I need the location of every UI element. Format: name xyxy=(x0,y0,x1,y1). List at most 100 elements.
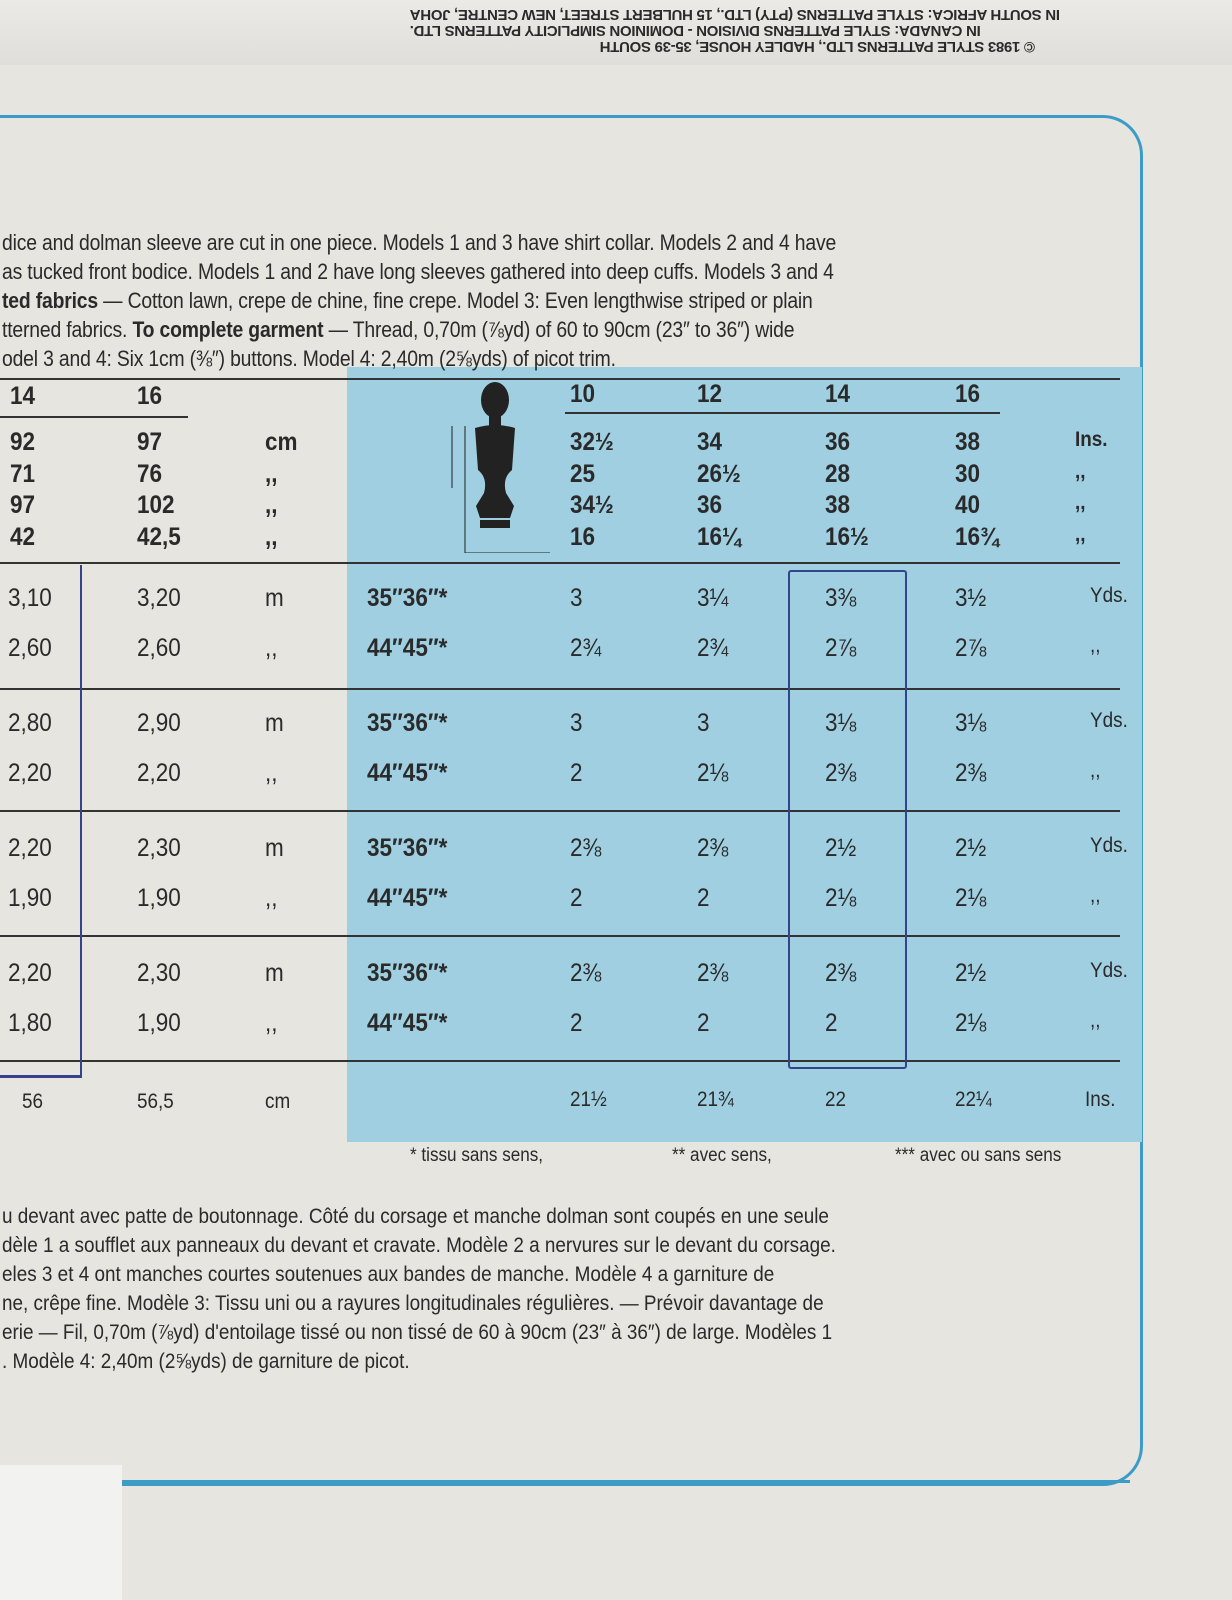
yardage-cell: 2⅛ xyxy=(955,1009,987,1037)
size-header: 16 xyxy=(137,382,163,410)
yardage-cell: 2⅜ xyxy=(570,834,602,862)
measurement-cell: 38 xyxy=(825,491,851,519)
yardage-cell: 2,90 xyxy=(137,709,181,737)
yardage-cell: 2 xyxy=(570,884,583,912)
imperial-panel xyxy=(347,367,1142,1142)
yardage-cell: 2¾ xyxy=(697,634,729,662)
yardage-cell: 2⅜ xyxy=(825,759,857,787)
yardage-cell: 3 xyxy=(697,709,710,737)
size-header: 14 xyxy=(825,380,851,408)
yardage-cell: 35″36″* xyxy=(367,709,448,737)
description-line: u devant avec patte de boutonnage. Côté … xyxy=(2,1205,829,1228)
measurement-cell: 36 xyxy=(825,428,851,456)
yardage-cell: 2⅛ xyxy=(955,884,987,912)
footnote: *** avec ou sans sens xyxy=(895,1145,1062,1166)
size-underline xyxy=(0,416,188,418)
measurement-cell: ,, xyxy=(265,491,278,519)
label-sticker xyxy=(0,1465,122,1600)
pen-mark-left xyxy=(0,565,82,1078)
yardage-cell: 35″36″* xyxy=(367,834,448,862)
measurement-cell: 38 xyxy=(955,428,981,456)
yardage-cell: Yds. xyxy=(1090,959,1128,982)
yardage-cell: Yds. xyxy=(1090,709,1128,732)
yardage-cell: 1,90 xyxy=(137,1009,181,1037)
yardage-cell: 2½ xyxy=(955,834,987,862)
row-divider xyxy=(0,688,1120,690)
yardage-cell: 2,30 xyxy=(137,959,181,987)
yardage-cell: 3 xyxy=(570,709,583,737)
measurement-cell: 42 xyxy=(10,523,36,551)
width-cell: 22¼ xyxy=(955,1088,992,1111)
yardage-cell: 2⅜ xyxy=(825,959,857,987)
yardage-cell: 2⅞ xyxy=(825,634,857,662)
bold-heading: To complete garment xyxy=(132,317,324,342)
yardage-cell: 2,20 xyxy=(8,959,52,987)
yardage-cell: 3½ xyxy=(955,584,987,612)
yardage-cell: 2⅛ xyxy=(825,884,857,912)
measurement-cell: 102 xyxy=(137,491,175,519)
yardage-cell: m xyxy=(265,959,284,987)
yardage-cell: 2½ xyxy=(825,834,857,862)
body-figure-icon xyxy=(451,382,550,553)
yardage-cell: Yds. xyxy=(1090,834,1128,857)
width-cell: 56 xyxy=(22,1090,44,1113)
size-header: 14 xyxy=(10,382,36,410)
yardage-cell: 1,80 xyxy=(8,1009,52,1037)
yardage-cell: 3⅛ xyxy=(825,709,857,737)
measurement-cell: 32½ xyxy=(570,428,614,456)
text: — Thread, 0,70m (⅞yd) of 60 to 90cm (23″… xyxy=(323,317,795,342)
width-cell: Ins. xyxy=(1085,1088,1116,1111)
yardage-cell: ,, xyxy=(265,884,278,912)
footnote: ** avec sens, xyxy=(672,1145,772,1166)
measurement-cell: 16½ xyxy=(825,523,869,551)
yardage-cell: 2⅛ xyxy=(697,759,729,787)
text: dice and dolman sleeve are cut in one pi… xyxy=(2,230,837,255)
envelope-top-band xyxy=(0,0,1232,65)
description-line: as tucked front bodice. Models 1 and 2 h… xyxy=(2,259,834,285)
yardage-cell: 2 xyxy=(825,1009,838,1037)
yardage-cell: 3⅜ xyxy=(825,584,857,612)
yardage-cell: 44″45″* xyxy=(367,634,448,662)
measurement-cell: 34 xyxy=(697,428,723,456)
text: — Cotton lawn, crepe de chine, fine crep… xyxy=(97,288,813,313)
yardage-cell: 2,20 xyxy=(8,759,52,787)
yardage-cell: ,, xyxy=(1090,759,1101,782)
measurement-cell: 28 xyxy=(825,460,851,488)
yardage-cell: 2⅞ xyxy=(955,634,987,662)
row-divider xyxy=(0,1060,1120,1062)
yardage-cell: 35″36″* xyxy=(367,584,448,612)
yardage-cell: ,, xyxy=(265,1009,278,1037)
measurement-cell: 40 xyxy=(955,491,981,519)
row-divider xyxy=(0,810,1120,812)
yardage-cell: 3,20 xyxy=(137,584,181,612)
measurement-cell: ,, xyxy=(1075,491,1086,514)
measurement-cell: 16¼ xyxy=(697,523,741,551)
yardage-cell: ,, xyxy=(265,759,278,787)
yardage-cell: 2,80 xyxy=(8,709,52,737)
yardage-cell: 44″45″* xyxy=(367,1009,448,1037)
text: odel 3 and 4: Six 1cm (⅜″) buttons. Mode… xyxy=(2,346,616,371)
measurement-cell: 16 xyxy=(570,523,596,551)
yardage-cell: Yds. xyxy=(1090,584,1128,607)
yardage-cell: 1,90 xyxy=(8,884,52,912)
pen-mark-size-14 xyxy=(788,570,907,1069)
description-line: odel 3 and 4: Six 1cm (⅜″) buttons. Mode… xyxy=(2,346,616,372)
measurement-cell: Ins. xyxy=(1075,428,1108,451)
yardage-cell: 3¼ xyxy=(697,584,729,612)
yardage-cell: 2,30 xyxy=(137,834,181,862)
description-line: dèle 1 a soufflet aux panneaux du devant… xyxy=(2,1234,836,1257)
measurement-cell: ,, xyxy=(1075,523,1086,546)
width-cell: cm xyxy=(265,1090,291,1113)
measurement-cell: 76 xyxy=(137,460,163,488)
yardage-cell: m xyxy=(265,584,284,612)
footnote: * tissu sans sens, xyxy=(410,1145,544,1166)
description-line: erie — Fil, 0,70m (⅞yd) d'entoilage tiss… xyxy=(2,1321,833,1344)
yardage-cell: 3,10 xyxy=(8,584,52,612)
yardage-cell: 2½ xyxy=(955,959,987,987)
size-header: 16 xyxy=(955,380,981,408)
description-line: eles 3 et 4 ont manches courtes soutenue… xyxy=(2,1263,775,1286)
yardage-cell: 2 xyxy=(570,1009,583,1037)
measurement-cell: 25 xyxy=(570,460,596,488)
yardage-cell: 2⅜ xyxy=(570,959,602,987)
description-line: ted fabrics — Cotton lawn, crepe de chin… xyxy=(2,288,813,314)
